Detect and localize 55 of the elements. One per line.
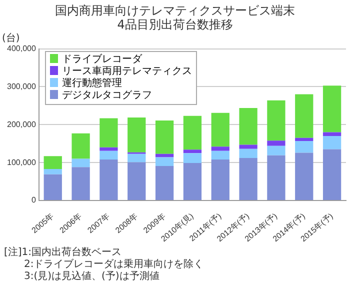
bar xyxy=(267,146,286,156)
bar xyxy=(267,100,286,141)
bar xyxy=(295,94,314,138)
legend-label: 運行動態管理 xyxy=(60,78,123,90)
text: [注]1:国内出荷台数ベース xyxy=(4,247,123,258)
bar xyxy=(44,169,62,174)
legend-label: ドライブレコーダ xyxy=(60,54,144,66)
y-tick-label: 100,000 xyxy=(6,158,36,167)
bar xyxy=(155,157,174,166)
chart-title: 国内商用車向けテレマティクスサービス端末 4品目別出荷台数推移 xyxy=(55,3,295,32)
bar xyxy=(155,166,174,200)
bar xyxy=(322,86,342,132)
bar xyxy=(128,117,146,152)
bar xyxy=(211,160,230,200)
bar xyxy=(295,140,314,153)
bar xyxy=(183,116,202,150)
bar xyxy=(211,150,230,160)
bar xyxy=(239,158,258,200)
bar xyxy=(100,118,118,148)
bar xyxy=(100,147,118,151)
bar xyxy=(239,108,258,145)
text: 2:ドライブレコーダは乗用車向けを除く xyxy=(23,259,204,270)
y-tick-label: 400,000 xyxy=(6,44,36,54)
y-tick-label: 0 xyxy=(31,196,36,205)
bar xyxy=(295,152,314,200)
bar xyxy=(128,162,146,200)
y-tick-label: 300,000 xyxy=(6,82,36,91)
bar xyxy=(322,149,342,200)
bar xyxy=(211,146,230,151)
bar xyxy=(44,156,62,170)
bar xyxy=(322,136,342,150)
bar xyxy=(183,150,202,154)
bar xyxy=(72,158,90,168)
bar xyxy=(239,144,258,149)
bar xyxy=(267,140,286,146)
bar xyxy=(183,153,202,163)
bar xyxy=(322,132,342,136)
bar xyxy=(155,154,174,158)
y-tick-label: 200,000 xyxy=(6,120,36,129)
bar xyxy=(72,167,90,200)
text: 3:(見)は見込値、(予)は予測値 xyxy=(23,271,160,283)
bar xyxy=(155,120,174,154)
bar xyxy=(295,138,314,141)
bar xyxy=(183,162,202,200)
bar xyxy=(100,150,118,160)
bar xyxy=(267,155,286,200)
bar xyxy=(211,112,230,147)
bar xyxy=(100,160,118,200)
bar xyxy=(72,133,90,159)
bar xyxy=(239,148,258,158)
legend-label: リース車両用テレマティクス xyxy=(60,66,192,78)
legend-label: デジタルタコグラフ xyxy=(60,90,153,102)
bar xyxy=(128,154,146,162)
y-axis-title: (台) xyxy=(2,32,20,44)
bar xyxy=(44,174,62,200)
